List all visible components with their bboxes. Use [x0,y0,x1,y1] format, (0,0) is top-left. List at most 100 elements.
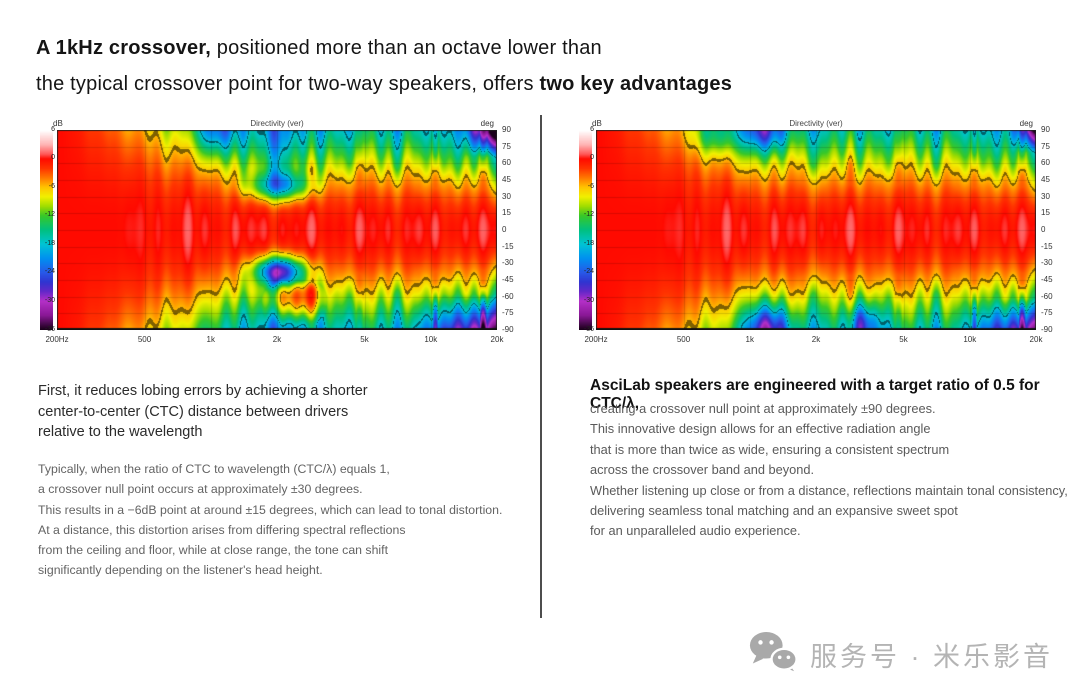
text-line: across the crossover band and beyond. [590,462,815,478]
title-rest-2: the typical crossover point for two-way … [36,73,540,95]
chart-title: Directivity (ver) [789,119,843,128]
heatmap-plot [596,130,1036,330]
deg-tick-label: -15 [502,241,514,251]
colorbar-unit-label: dB [592,119,602,128]
deg-tick-label: 75 [502,141,511,151]
db-tick-label: -18 [583,239,594,247]
freq-tick-label: 10k [424,335,438,344]
deg-tick-label: 30 [1041,191,1050,201]
db-tick-label: -18 [44,239,55,247]
deg-axis-unit-label: deg [1019,119,1033,128]
db-tick-label: -24 [44,268,55,276]
deg-tick-label: -75 [502,308,514,318]
deg-tick-label: -90 [502,325,514,334]
text-line: center-to-center (CTC) distance between … [38,403,349,420]
text-line: a crossover null point occurs at approxi… [38,482,363,497]
db-tick-label: -12 [44,211,55,219]
freq-tick-label: 20k [490,335,504,344]
deg-tick-label: 15 [1041,208,1050,218]
deg-tick-label: 60 [1041,158,1050,168]
title-bold-1: A 1kHz crossover, [36,37,211,59]
freq-tick-label: 5k [360,335,369,344]
deg-tick-label: -45 [502,275,514,284]
freq-tick-label: 1k [745,335,754,344]
text-line: First, it reduces lobing errors by achie… [38,383,368,399]
db-tick-label: 0 [51,154,55,162]
deg-tick-label: 45 [1041,175,1050,184]
freq-tick-label: 500 [676,335,691,344]
db-tick-label: -36 [44,325,55,333]
text-line: This results in a −6dB point at around ±… [38,502,503,517]
page-title: A 1kHz crossover, positioned more than a… [36,30,732,102]
deg-tick-label: -75 [1041,308,1053,318]
text-line: Typically, when the ratio of CTC to wave… [38,462,390,476]
deg-tick-label: 45 [502,175,511,184]
deg-tick-label: -15 [1041,241,1053,251]
db-tick-label: 0 [590,154,594,162]
freq-tick-label: 200Hz [584,335,608,344]
freq-tick-label: 5k [899,335,908,344]
db-tick-label: -6 [587,182,594,190]
deg-tick-label: 75 [1041,141,1050,151]
deg-tick-label: 0 [502,225,507,234]
deg-tick-label: 0 [1041,225,1046,234]
divider-line [540,115,542,618]
deg-tick-label: -45 [1041,275,1053,284]
deg-tick-label: -30 [1041,258,1053,268]
deg-tick-label: 90 [502,125,511,134]
text-line: Whether listening up close or from a dis… [590,482,1068,498]
left-column-heading: First, it reduces lobing errors by achie… [38,381,368,443]
freq-tick-label: 2k [811,335,821,344]
deg-tick-label: 90 [1041,125,1050,134]
right-column-heading: AsciLab speakers are engineered with a t… [590,377,1040,412]
watermark: 服务号 · 米乐影音 [748,630,1053,679]
text-line: delivering seamless tonal matching and a… [590,503,958,519]
deg-tick-label: 60 [502,158,511,168]
colorbar [40,130,53,330]
directivity-chart-right: dB Directivity (ver) deg 90 75 60 45 30 15 0 -1… [572,116,1080,362]
db-tick-label: 6 [51,125,55,133]
title-line-1: A 1kHz crossover, positioned more than a… [36,30,732,66]
watermark-text: 服务号 · 米乐影音 [810,641,1053,672]
title-line-2: the typical crossover point for two-way … [36,66,732,102]
text-line: significantly depending on the listener'… [38,563,323,578]
db-tick-label: -6 [48,182,55,190]
db-tick-label: 6 [590,125,594,133]
deg-tick-label: -60 [1041,291,1053,301]
colorbar [579,130,592,330]
chart-title: Directivity (ver) [250,119,304,128]
db-tick-label: -30 [44,296,55,304]
text-line: for an unparalleled audio experience. [590,523,801,539]
db-tick-label: -30 [583,296,594,304]
db-tick-label: -12 [583,211,594,219]
freq-tick-label: 500 [137,335,152,344]
deg-axis-unit-label: deg [480,119,494,128]
deg-tick-label: -60 [502,291,514,301]
freq-tick-label: 20k [1029,335,1043,344]
freq-tick-label: 200Hz [45,335,69,344]
text-line: creating a crossover null point at appro… [590,401,936,416]
wechat-icon [748,630,798,679]
db-tick-label: -24 [583,268,594,276]
directivity-chart-left: dB Directivity (ver) deg 90 75 60 45 30 15 0 -1… [33,116,557,362]
deg-tick-label: -30 [502,258,514,268]
text-line: This innovative design allows for an eff… [590,421,931,437]
freq-tick-label: 2k [272,335,282,344]
text-line: that is more than twice as wide, ensurin… [590,441,950,457]
left-column-body: Typically, when the ratio of CTC to wave… [38,459,502,581]
colorbar-unit-label: dB [53,119,63,128]
title-bold-2: two key advantages [539,73,733,95]
deg-tick-label: -90 [1041,325,1053,334]
db-tick-label: -36 [583,325,594,333]
title-rest-1: positioned more than an octave lower tha… [210,37,602,59]
deg-tick-label: 15 [502,208,511,218]
deg-tick-label: 30 [502,191,511,201]
right-column-body: creating a crossover null point at appro… [590,399,1068,542]
freq-tick-label: 1k [206,335,215,344]
text-line: from the ceiling and floor, while at clo… [38,543,388,558]
heatmap-plot [57,130,497,330]
freq-tick-label: 10k [963,335,977,344]
text-line: relative to the wavelength [38,424,203,440]
text-line: At a distance, this distortion arises fr… [38,522,406,537]
